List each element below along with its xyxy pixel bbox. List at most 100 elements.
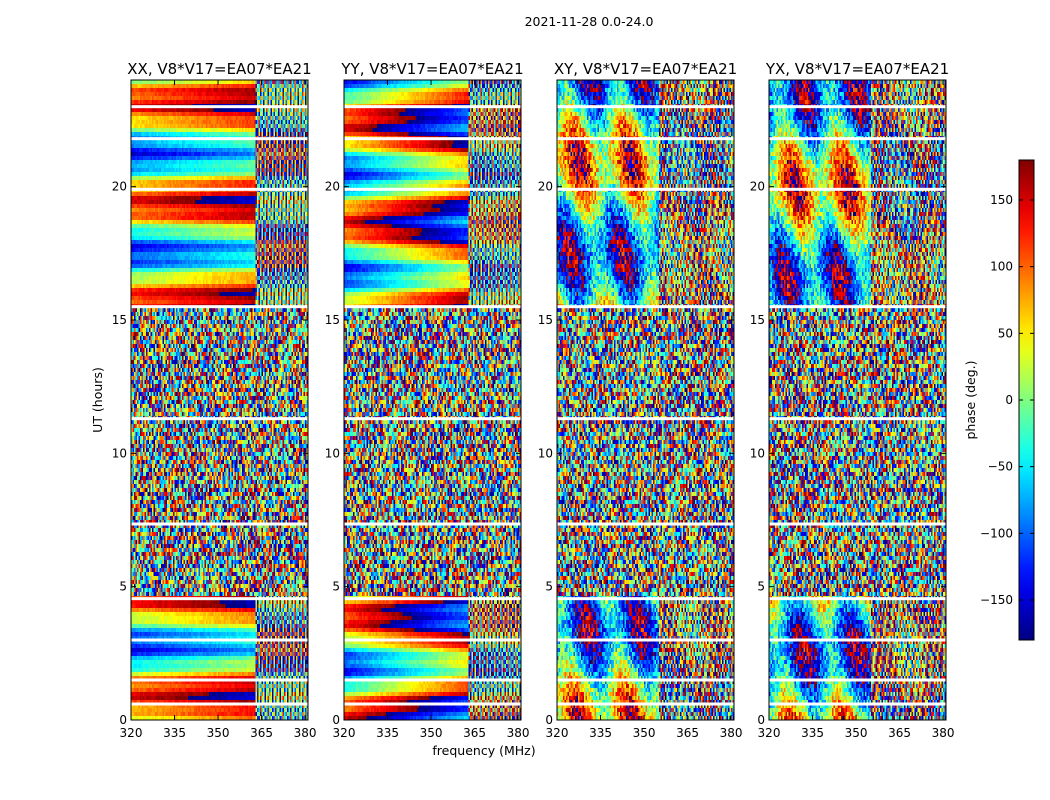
flagged-gap	[131, 597, 308, 601]
panel-xx: XX, V8*V17=EA07*EA21 320 335 350 365 380 0 5 10 1…	[112, 60, 317, 740]
flagged-gap	[769, 678, 946, 682]
flagged-gap	[557, 137, 734, 141]
colorbar-tick-label: 0	[1005, 393, 1013, 407]
flagged-gap	[344, 137, 521, 141]
flagged-gap	[769, 187, 946, 191]
y-tick-label: 5	[119, 580, 127, 594]
heatmap-image	[769, 80, 946, 720]
flagged-gap	[769, 638, 946, 642]
flagged-gap	[769, 105, 946, 109]
heatmap-image	[557, 80, 734, 720]
x-tick-label: 365	[888, 726, 911, 740]
y-tick-label: 0	[332, 713, 340, 727]
x-tick-label: 380	[294, 726, 317, 740]
heatmap-image	[131, 80, 308, 720]
panel-title-xx: XX, V8*V17=EA07*EA21	[127, 60, 311, 78]
colorbar-tick-label: −150	[980, 593, 1013, 607]
flagged-gap	[344, 638, 521, 642]
y-tick-label: 0	[757, 713, 765, 727]
panel-frame	[556, 79, 735, 721]
flagged-gap	[344, 678, 521, 682]
y-tick-label: 15	[325, 313, 340, 327]
flagged-gap	[131, 638, 308, 642]
flagged-gap	[131, 702, 308, 706]
flagged-gap	[344, 105, 521, 109]
flagged-gap	[769, 597, 946, 601]
panel-frame	[130, 79, 309, 721]
y-tick-label: 20	[538, 180, 553, 194]
flagged-gap	[344, 597, 521, 601]
flagged-gap	[131, 417, 308, 421]
y-tick-label: 20	[325, 180, 340, 194]
flagged-gap	[557, 305, 734, 309]
y-tick-label: 5	[545, 580, 553, 594]
y-tick-label: 10	[538, 446, 553, 460]
x-tick-label: 335	[163, 726, 186, 740]
flagged-gap	[769, 305, 946, 309]
x-tick-label: 320	[758, 726, 781, 740]
colorbar-label: phase (deg.)	[963, 361, 978, 440]
y-tick-label: 20	[112, 180, 127, 194]
panel-title-yx: YX, V8*V17=EA07*EA21	[765, 60, 949, 78]
panel-xy: XY, V8*V17=EA07*EA21 320 335 350 365 380 0 5 10 1…	[538, 60, 743, 740]
flagged-gap	[557, 522, 734, 526]
x-tick-label: 380	[720, 726, 743, 740]
y-axis-label: UT (hours)	[90, 367, 105, 433]
flagged-gap	[344, 702, 521, 706]
colorbar-tick-label: 50	[998, 326, 1013, 340]
panel-yx: YX, V8*V17=EA07*EA21 320 335 350 365 380 0 5 10 1…	[750, 60, 955, 740]
flagged-gap	[769, 417, 946, 421]
flagged-gap	[344, 522, 521, 526]
panel-title-xy: XY, V8*V17=EA07*EA21	[554, 60, 737, 78]
y-tick-label: 10	[112, 446, 127, 460]
flagged-gap	[557, 597, 734, 601]
flagged-gap	[344, 187, 521, 191]
figure-title: 2021-11-28 0.0-24.0	[525, 14, 654, 29]
colorbar-tick-label: −100	[980, 526, 1013, 540]
flagged-gap	[131, 105, 308, 109]
y-tick-label: 15	[112, 313, 127, 327]
panel-frame	[768, 79, 947, 721]
flagged-gap	[131, 678, 308, 682]
x-tick-label: 320	[333, 726, 356, 740]
y-tick-label: 5	[757, 580, 765, 594]
x-tick-label: 320	[546, 726, 569, 740]
y-tick-label: 5	[332, 580, 340, 594]
flagged-gap	[769, 137, 946, 141]
panel-title-yy: YY, V8*V17=EA07*EA21	[340, 60, 523, 78]
colorbar-tick-label: 150	[990, 193, 1013, 207]
x-tick-label: 350	[845, 726, 868, 740]
y-tick-label: 0	[119, 713, 127, 727]
x-tick-label: 320	[120, 726, 143, 740]
flagged-gap	[557, 105, 734, 109]
x-axis-label: frequency (MHz)	[432, 743, 535, 758]
colorbar: 150 100 50 0 −50 −100 −150	[980, 159, 1035, 641]
x-tick-label: 365	[250, 726, 273, 740]
y-tick-label: 15	[538, 313, 553, 327]
x-tick-label: 350	[420, 726, 443, 740]
flagged-gap	[344, 417, 521, 421]
x-tick-label: 335	[589, 726, 612, 740]
x-tick-label: 335	[376, 726, 399, 740]
flagged-gap	[769, 522, 946, 526]
y-tick-label: 20	[750, 180, 765, 194]
x-tick-label: 335	[801, 726, 824, 740]
flagged-gap	[131, 522, 308, 526]
colorbar-tick-label: −50	[988, 460, 1013, 474]
flagged-gap	[131, 137, 308, 141]
y-tick-label: 10	[750, 446, 765, 460]
flagged-gap	[557, 417, 734, 421]
flagged-gap	[557, 678, 734, 682]
y-tick-label: 0	[545, 713, 553, 727]
flagged-gap	[769, 702, 946, 706]
y-tick-label: 15	[750, 313, 765, 327]
heatmap-image	[344, 80, 521, 720]
x-tick-label: 380	[507, 726, 530, 740]
panels-group: XX, V8*V17=EA07*EA21 320 335 350 365 380 0 5 10 1…	[112, 60, 955, 740]
x-tick-label: 350	[207, 726, 230, 740]
flagged-gap	[557, 702, 734, 706]
flagged-gap	[131, 305, 308, 309]
y-tick-label: 10	[325, 446, 340, 460]
x-tick-label: 365	[463, 726, 486, 740]
